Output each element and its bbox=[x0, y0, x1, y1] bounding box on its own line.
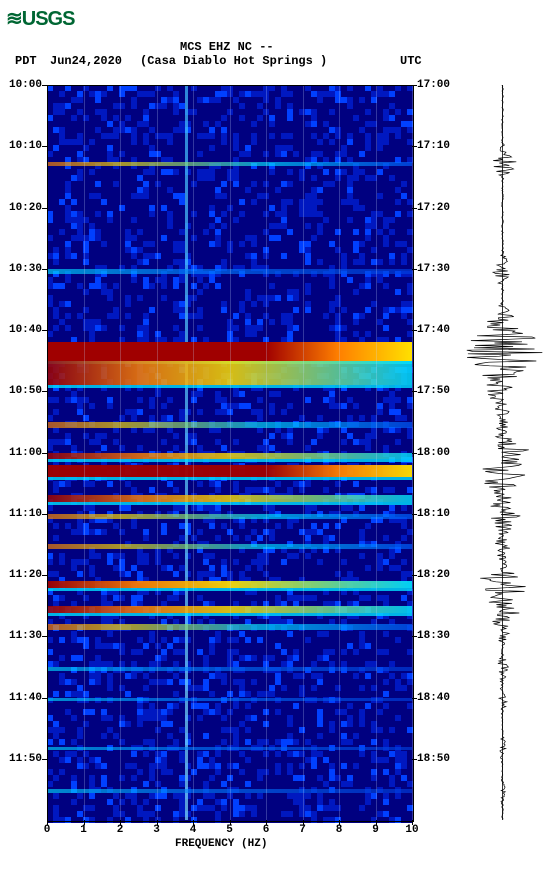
gridline-vertical bbox=[157, 85, 158, 820]
timezone-right: UTC bbox=[400, 54, 422, 68]
gridline-vertical bbox=[193, 85, 194, 820]
seismogram-trace bbox=[467, 85, 543, 819]
y-tick-left: 10:50 bbox=[2, 385, 42, 397]
y-tick-right: 18:40 bbox=[417, 692, 457, 704]
y-tick-left: 11:20 bbox=[2, 569, 42, 581]
x-tick: 2 bbox=[110, 824, 130, 836]
y-tick-right: 17:00 bbox=[417, 79, 457, 91]
y-tick-left: 11:40 bbox=[2, 692, 42, 704]
y-tick-right: 17:10 bbox=[417, 140, 457, 152]
y-tick-right: 18:30 bbox=[417, 630, 457, 642]
x-tick: 9 bbox=[366, 824, 386, 836]
y-tick-right: 17:50 bbox=[417, 385, 457, 397]
y-tick-left: 11:10 bbox=[2, 508, 42, 520]
x-tick: 6 bbox=[256, 824, 276, 836]
y-tick-left: 10:20 bbox=[2, 202, 42, 214]
y-tick-right: 18:10 bbox=[417, 508, 457, 520]
y-tick-right: 18:00 bbox=[417, 447, 457, 459]
gridline-vertical bbox=[84, 85, 85, 820]
gridline-vertical bbox=[339, 85, 340, 820]
gridline-vertical bbox=[376, 85, 377, 820]
x-tick: 8 bbox=[329, 824, 349, 836]
y-tick-left: 10:10 bbox=[2, 140, 42, 152]
gridline-vertical bbox=[120, 85, 121, 820]
spectrogram-plot bbox=[47, 85, 412, 820]
x-tick: 10 bbox=[402, 824, 422, 836]
x-tick: 7 bbox=[293, 824, 313, 836]
y-tick-left: 10:40 bbox=[2, 324, 42, 336]
x-tick: 3 bbox=[147, 824, 167, 836]
gridline-vertical bbox=[230, 85, 231, 820]
x-tick: 1 bbox=[74, 824, 94, 836]
x-tick: 0 bbox=[37, 824, 57, 836]
y-tick-left: 11:50 bbox=[2, 753, 42, 765]
usgs-logo: ≋USGS bbox=[6, 6, 74, 31]
y-tick-left: 10:00 bbox=[2, 79, 42, 91]
y-tick-left: 11:00 bbox=[2, 447, 42, 459]
station-code: MCS EHZ NC -- bbox=[180, 40, 274, 54]
location-label: (Casa Diablo Hot Springs ) bbox=[140, 54, 327, 68]
gridline-vertical bbox=[47, 85, 48, 820]
gridline-vertical bbox=[266, 85, 267, 820]
x-axis-label: FREQUENCY (HZ) bbox=[175, 838, 267, 850]
date-label: Jun24,2020 bbox=[50, 54, 122, 68]
seismogram-plot bbox=[460, 85, 545, 820]
y-tick-right: 17:20 bbox=[417, 202, 457, 214]
gridline-vertical bbox=[303, 85, 304, 820]
y-tick-left: 11:30 bbox=[2, 630, 42, 642]
y-tick-left: 10:30 bbox=[2, 263, 42, 275]
y-tick-right: 17:40 bbox=[417, 324, 457, 336]
y-tick-right: 18:20 bbox=[417, 569, 457, 581]
x-tick: 5 bbox=[220, 824, 240, 836]
y-tick-right: 17:30 bbox=[417, 263, 457, 275]
y-tick-right: 18:50 bbox=[417, 753, 457, 765]
x-tick: 4 bbox=[183, 824, 203, 836]
timezone-left: PDT bbox=[15, 54, 37, 68]
